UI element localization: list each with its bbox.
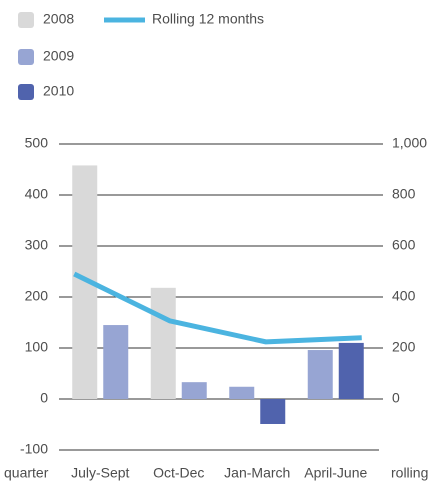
y-tick-label: -100 [20,441,48,457]
legend-label: 2009 [43,48,74,64]
bar [338,342,364,399]
y-tick-label: 0 [40,390,48,406]
legend-swatch [18,49,34,65]
y-tick-label: 200 [25,288,49,304]
y2-tick-label: 800 [392,186,416,202]
x-tick-label: April-June [304,465,367,481]
bar [181,382,207,399]
y-tick-label: 500 [25,135,49,151]
y-tick-label: 100 [25,339,49,355]
line-series [73,271,362,345]
legend-label: Rolling 12 months [152,11,264,27]
y2-tick-label: 200 [392,339,416,355]
x-axis-label: quarter [4,465,49,481]
y-tick-label: 400 [25,186,49,202]
y2-axis-label: rolling [391,465,428,481]
legend-swatch [18,84,34,100]
y2-tick-label: 600 [392,237,416,253]
y2-tick-label: 1,000 [392,135,427,151]
y2-tick-label: 400 [392,288,416,304]
bar [150,287,176,399]
legend-label: 2010 [43,83,74,99]
legend-label: 2008 [43,11,74,27]
bar [103,325,129,399]
bar [260,399,286,424]
bar [229,386,255,399]
y2-tick-label: 0 [392,390,400,406]
x-tick-label: July-Sept [71,465,129,481]
legend-swatch [18,12,34,28]
x-tick-label: Oct-Dec [153,465,204,481]
bar [307,350,333,399]
y-tick-label: 300 [25,237,49,253]
x-tick-label: Jan-March [224,465,290,481]
